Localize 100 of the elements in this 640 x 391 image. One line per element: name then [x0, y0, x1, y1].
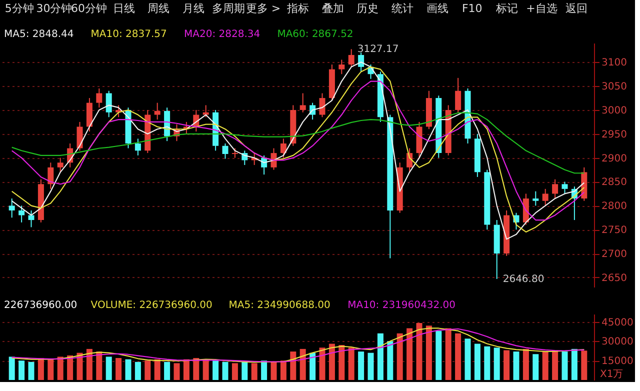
candlestick [562, 181, 568, 194]
bar [290, 352, 296, 380]
y-tick-label: 3050 [602, 82, 627, 93]
bar [96, 352, 102, 380]
text: +自选 [526, 2, 558, 15]
y-tick-label: 2900 [602, 153, 627, 164]
candlestick [552, 178, 558, 199]
y-tick-label: 15000 [602, 356, 634, 368]
text: 指标 [286, 2, 309, 15]
text: 画线 [426, 2, 448, 15]
bar [542, 352, 548, 380]
candlestick [57, 157, 64, 173]
bar [445, 328, 452, 380]
text: 更多 > [246, 2, 281, 15]
bar [416, 323, 422, 380]
bar [522, 348, 529, 380]
text: 统计 [391, 2, 414, 15]
text: 日线 [112, 2, 135, 15]
bar [270, 362, 277, 380]
text: F10 [462, 2, 482, 15]
bar [319, 348, 326, 380]
y-tick-label: 2750 [602, 225, 627, 236]
text: MA10: 2837.57 [90, 29, 167, 40]
text: 历史 [356, 2, 379, 15]
y-tick-label: 2800 [602, 201, 627, 212]
candlestick [222, 142, 228, 160]
annotation: 3127.17 [357, 44, 399, 56]
candlestick [96, 88, 102, 108]
text: 5分钟 [4, 2, 34, 15]
bar [242, 362, 248, 380]
candlestick [338, 59, 345, 75]
y-axis-title: X1万 [600, 369, 624, 380]
text: 30分钟 [36, 2, 72, 15]
bar [455, 333, 462, 380]
bar [464, 338, 471, 380]
bar [261, 360, 268, 380]
bar [396, 333, 403, 380]
candlestick [28, 210, 34, 228]
candlestick [76, 121, 83, 152]
bar [532, 354, 539, 380]
bar [154, 359, 160, 380]
candlestick [455, 77, 462, 113]
candlestick [48, 162, 54, 190]
y-tick-label: 45000 [602, 317, 634, 328]
bar [387, 341, 394, 380]
y-tick-label: 2650 [602, 272, 627, 284]
candlestick [18, 205, 25, 223]
candlestick [154, 102, 160, 120]
candlestick [106, 90, 112, 118]
bar [57, 356, 64, 380]
text: 周线 [148, 2, 170, 15]
text: 标记 [494, 2, 518, 15]
bar [212, 360, 219, 380]
bar [134, 362, 141, 380]
bar [494, 348, 500, 380]
bar [513, 352, 520, 380]
candlestick [202, 104, 209, 118]
y-tick-label: 2850 [602, 177, 627, 188]
bar [106, 356, 112, 380]
candlestick [532, 190, 539, 206]
bar [18, 360, 25, 380]
bar [8, 356, 15, 380]
bar [280, 360, 286, 380]
y-tick-label: 2950 [602, 129, 627, 140]
bar [232, 363, 238, 380]
text: 月线 [182, 2, 205, 15]
bar [125, 359, 132, 380]
y-tick-label: 2700 [602, 249, 627, 260]
text: MA60: 2867.52 [277, 29, 354, 40]
text: 多周期 [212, 2, 245, 15]
bar [116, 358, 122, 380]
bar [48, 359, 54, 380]
bar [504, 350, 510, 380]
bar [581, 350, 588, 380]
bar [338, 345, 345, 380]
bar [300, 348, 306, 380]
candlestick [280, 138, 286, 158]
text: 226736960.00 [4, 300, 78, 311]
candlestick [358, 52, 364, 72]
candlestick [319, 92, 326, 118]
bar [484, 346, 490, 380]
bar [251, 363, 258, 380]
candlestick [86, 98, 92, 132]
bar [571, 348, 578, 380]
bar [164, 362, 170, 380]
candlestick [542, 188, 548, 206]
bar [174, 363, 180, 380]
bar [38, 358, 44, 380]
bar [358, 352, 364, 380]
annotation: 2646.80 [502, 274, 544, 285]
candlestick [348, 48, 354, 68]
y-tick-label: 3000 [602, 105, 627, 116]
y-tick-label: 3100 [602, 58, 627, 69]
bar [328, 344, 335, 380]
candlestick [134, 138, 141, 156]
bar [406, 328, 413, 380]
bar [144, 360, 151, 380]
bar [426, 326, 432, 380]
bar [377, 333, 384, 380]
text: MA5: 234990688.00 [228, 300, 330, 311]
